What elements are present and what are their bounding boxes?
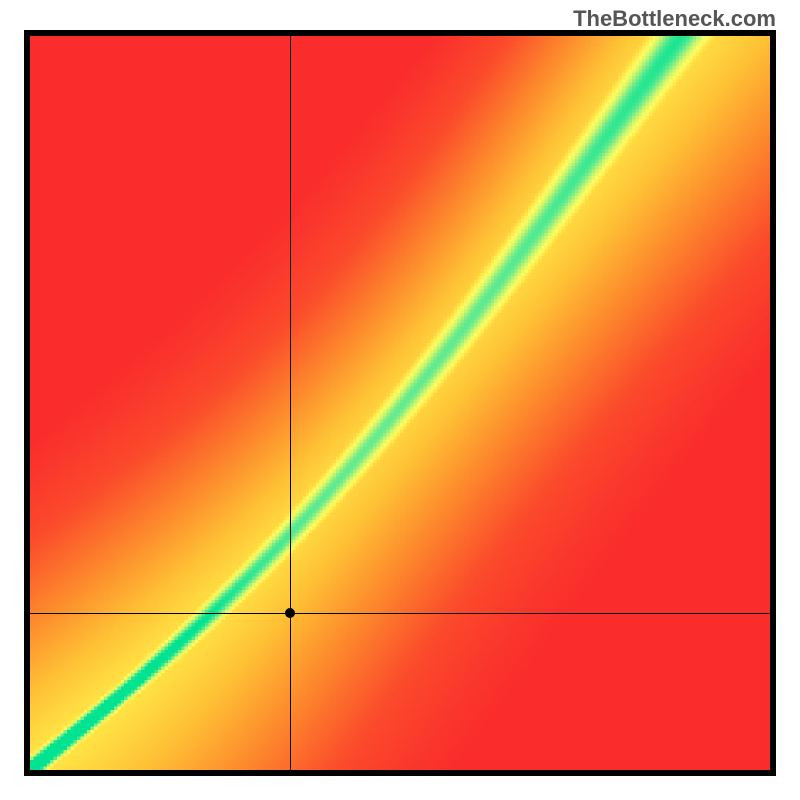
crosshair-horizontal — [30, 613, 770, 614]
page-container: TheBottleneck.com — [0, 0, 800, 800]
heatmap-canvas — [30, 36, 770, 770]
watermark-text: TheBottleneck.com — [573, 6, 776, 32]
heatmap-region — [30, 36, 770, 770]
plot-frame — [24, 30, 776, 776]
crosshair-vertical — [290, 36, 291, 770]
marker-dot — [285, 608, 295, 618]
